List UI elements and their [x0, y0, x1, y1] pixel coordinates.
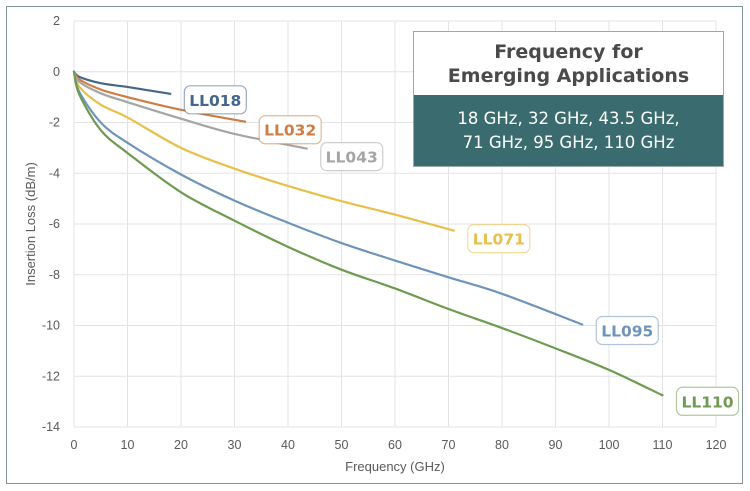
info-box-title-line2: Emerging Applications — [447, 65, 690, 87]
label-box — [320, 142, 384, 172]
label-text: LL032 — [264, 122, 316, 140]
x-tick-label: 40 — [281, 438, 295, 452]
series-label-ll110: LL110 — [675, 386, 740, 416]
x-tick-label: 0 — [71, 438, 78, 452]
x-tick-label: 30 — [228, 438, 242, 452]
label-box — [183, 85, 247, 115]
series-line-ll110 — [72, 70, 664, 397]
y-tick-label: 2 — [53, 14, 60, 28]
label-text: LL043 — [326, 149, 378, 167]
info-box-title-line1: Frequency for — [494, 41, 643, 63]
series-label-ll018: LL018 — [183, 85, 247, 115]
x-axis-label: Frequency (GHz) — [345, 459, 445, 474]
x-tick-label: 100 — [599, 438, 620, 452]
x-tick-label: 80 — [495, 438, 509, 452]
x-tick-label: 110 — [653, 438, 673, 452]
label-text: LL095 — [601, 322, 653, 340]
info-box-body-line1: 18 GHz, 32 GHz, 43.5 GHz, — [457, 108, 680, 128]
info-box-body-line2: 71 GHz, 95 GHz, 110 GHz — [462, 132, 675, 152]
y-tick-label: -14 — [42, 420, 60, 434]
x-tick-label: 10 — [121, 438, 135, 452]
series-line-ll095 — [72, 70, 584, 326]
y-tick-label: -8 — [49, 268, 60, 282]
y-tick-label: -12 — [42, 369, 60, 383]
chart-frame — [6, 6, 743, 484]
info-box-title: Frequency for Emerging Applications — [414, 32, 723, 96]
x-tick-label: 50 — [335, 438, 349, 452]
y-tick-label: -4 — [49, 166, 60, 180]
y-tick-label: -10 — [42, 319, 60, 333]
series-label-ll032: LL032 — [258, 115, 322, 145]
series-line-ll071 — [72, 70, 455, 232]
x-tick-label: 20 — [174, 438, 188, 452]
x-tick-label: 70 — [442, 438, 456, 452]
series-label-ll043: LL043 — [320, 142, 384, 172]
series-label-ll071: LL071 — [467, 223, 531, 254]
x-tick-label: 90 — [549, 438, 563, 452]
series-label-ll095: LL095 — [595, 315, 659, 346]
label-box — [467, 223, 531, 254]
info-box: Frequency for Emerging Applications 18 G… — [413, 31, 724, 167]
x-axis-ticks: 0 10 20 30 40 50 60 70 80 90 100 110 120 — [71, 438, 727, 452]
info-box-frequencies: 18 GHz, 32 GHz, 43.5 GHz, 71 GHz, 95 GHz… — [414, 95, 723, 166]
label-box — [675, 386, 740, 416]
label-text: LL110 — [681, 393, 733, 411]
series-labels: LL018 LL032 LL043 LL071 LL095 LL110 — [183, 85, 740, 416]
y-axis-label: Insertion Loss (dB/m) — [23, 162, 38, 286]
y-tick-label: -6 — [49, 217, 60, 231]
label-text: LL071 — [473, 231, 525, 249]
y-axis-ticks: 2 0 -2 -4 -6 -8 -10 -12 -14 — [42, 14, 60, 434]
y-tick-label: -2 — [49, 116, 60, 130]
x-tick-label: 120 — [706, 438, 727, 452]
label-box — [258, 115, 322, 145]
series-lines — [72, 70, 664, 397]
series-line-ll043 — [72, 70, 308, 150]
x-tick-label: 60 — [388, 438, 402, 452]
label-text: LL018 — [189, 92, 241, 110]
series-line-ll018 — [72, 70, 172, 95]
y-tick-label: 0 — [53, 65, 60, 79]
label-box — [595, 315, 659, 346]
